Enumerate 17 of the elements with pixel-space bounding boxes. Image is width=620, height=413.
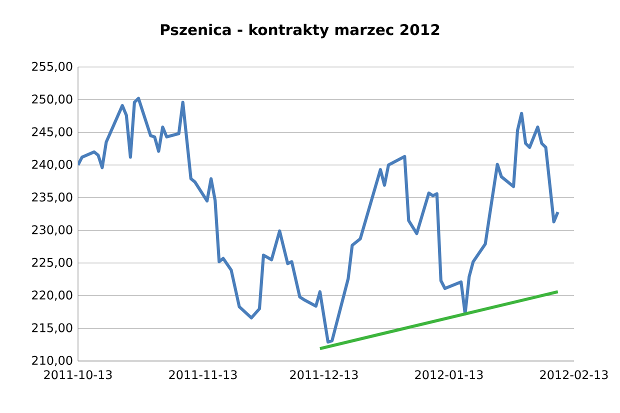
line-series: [78, 96, 560, 344]
chart-title: Pszenica - kontrakty marzec 2012: [160, 24, 440, 38]
x-tick-label: 2012-02-13: [540, 370, 608, 380]
x-tick-label: 2011-12-13: [290, 370, 358, 380]
x-tick-label: 2011-10-13: [44, 370, 112, 380]
y-tick-label: 210,00: [32, 356, 72, 366]
x-tick-label: 2012-01-13: [415, 370, 483, 380]
y-tick-label: 250,00: [32, 94, 72, 105]
y-tick-label: 230,00: [32, 225, 72, 236]
y-tick-label: 240,00: [32, 160, 72, 170]
y-tick-label: 225,00: [32, 258, 72, 268]
x-tick-label: 2011-11-13: [169, 370, 237, 380]
y-tick-label: 255,00: [32, 62, 72, 72]
y-tick-label: 235,00: [32, 192, 72, 203]
y-tick-label: 215,00: [32, 323, 72, 334]
y-tick-label: 220,00: [32, 290, 72, 301]
y-tick-label: 245,00: [32, 127, 72, 138]
